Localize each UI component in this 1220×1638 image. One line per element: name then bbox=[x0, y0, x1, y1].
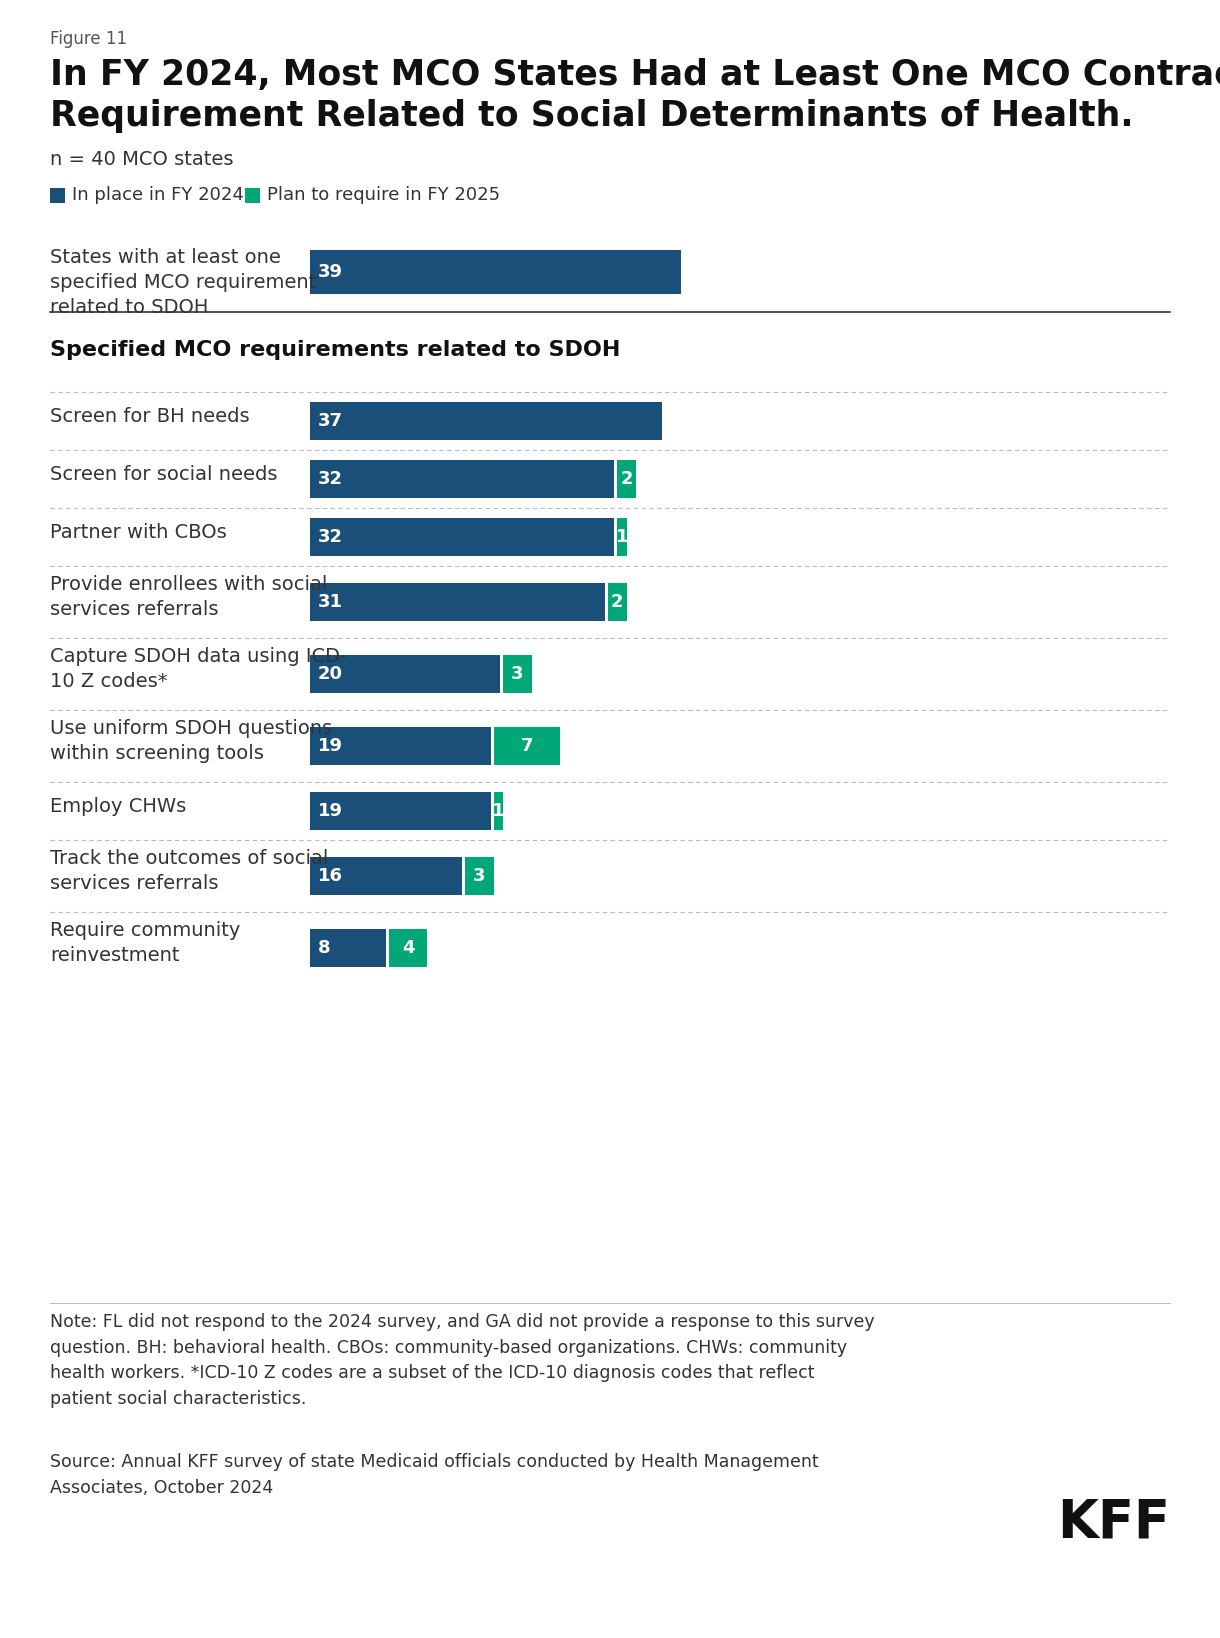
Text: 19: 19 bbox=[318, 803, 343, 821]
Bar bbox=[310, 401, 661, 441]
Bar bbox=[310, 251, 681, 293]
Text: KFF: KFF bbox=[1057, 1495, 1170, 1548]
Text: Employ CHWs: Employ CHWs bbox=[50, 796, 187, 816]
Bar bbox=[617, 460, 636, 498]
Text: In place in FY 2024: In place in FY 2024 bbox=[72, 187, 244, 205]
Bar bbox=[310, 460, 614, 498]
Bar bbox=[310, 727, 490, 765]
Text: Use uniform SDOH questions
within screening tools: Use uniform SDOH questions within screen… bbox=[50, 719, 332, 763]
Text: 2: 2 bbox=[620, 470, 633, 488]
Text: 4: 4 bbox=[401, 939, 415, 957]
Bar bbox=[494, 793, 503, 830]
Text: Require community
reinvestment: Require community reinvestment bbox=[50, 921, 240, 965]
Bar bbox=[465, 857, 494, 894]
Bar bbox=[310, 655, 500, 693]
Text: Partner with CBOs: Partner with CBOs bbox=[50, 523, 227, 542]
Text: 7: 7 bbox=[521, 737, 533, 755]
Text: 39: 39 bbox=[318, 264, 343, 282]
Text: 19: 19 bbox=[318, 737, 343, 755]
Text: 32: 32 bbox=[318, 470, 343, 488]
Text: Track the outcomes of social
services referrals: Track the outcomes of social services re… bbox=[50, 850, 328, 893]
Bar bbox=[389, 929, 427, 966]
Bar bbox=[617, 518, 627, 555]
Bar bbox=[310, 857, 462, 894]
Bar bbox=[310, 518, 614, 555]
Text: 16: 16 bbox=[318, 867, 343, 885]
Text: 1: 1 bbox=[492, 803, 505, 821]
Text: 3: 3 bbox=[511, 665, 523, 683]
Bar bbox=[310, 929, 386, 966]
Text: 2: 2 bbox=[611, 593, 623, 611]
Text: Plan to require in FY 2025: Plan to require in FY 2025 bbox=[267, 187, 500, 205]
Text: Capture SDOH data using ICD-
10 Z codes*: Capture SDOH data using ICD- 10 Z codes* bbox=[50, 647, 348, 691]
Text: n = 40 MCO states: n = 40 MCO states bbox=[50, 151, 233, 169]
Text: 3: 3 bbox=[473, 867, 486, 885]
Text: Note: FL did not respond to the 2024 survey, and GA did not provide a response t: Note: FL did not respond to the 2024 sur… bbox=[50, 1314, 875, 1409]
Text: 31: 31 bbox=[318, 593, 343, 611]
Text: Specified MCO requirements related to SDOH: Specified MCO requirements related to SD… bbox=[50, 341, 621, 360]
Bar bbox=[245, 188, 260, 203]
Bar bbox=[608, 583, 627, 621]
Bar bbox=[503, 655, 532, 693]
Bar bbox=[310, 583, 604, 621]
Bar bbox=[310, 793, 490, 830]
Text: 20: 20 bbox=[318, 665, 343, 683]
Text: Figure 11: Figure 11 bbox=[50, 29, 127, 48]
Text: Screen for social needs: Screen for social needs bbox=[50, 465, 277, 483]
Text: 8: 8 bbox=[318, 939, 331, 957]
Bar bbox=[50, 188, 65, 203]
Text: Source: Annual KFF survey of state Medicaid officials conducted by Health Manage: Source: Annual KFF survey of state Medic… bbox=[50, 1453, 819, 1497]
Text: In FY 2024, Most MCO States Had at Least One MCO Contract
Requirement Related to: In FY 2024, Most MCO States Had at Least… bbox=[50, 57, 1220, 133]
Text: 37: 37 bbox=[318, 413, 343, 431]
Bar bbox=[494, 727, 560, 765]
Text: 32: 32 bbox=[318, 527, 343, 545]
Text: States with at least one
specified MCO requirement
related to SDOH: States with at least one specified MCO r… bbox=[50, 247, 316, 318]
Text: Provide enrollees with social
services referrals: Provide enrollees with social services r… bbox=[50, 575, 327, 619]
Text: Screen for BH needs: Screen for BH needs bbox=[50, 406, 250, 426]
Text: 1: 1 bbox=[616, 527, 628, 545]
